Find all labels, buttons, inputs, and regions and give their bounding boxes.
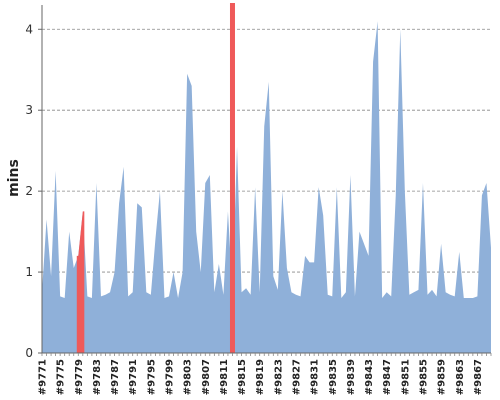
x-tick-label: #9799 — [164, 359, 175, 395]
x-tick-label: #9779 — [74, 359, 85, 395]
x-ticks: #9771 #9775 #9779 #9783 #9787 #9791 #9795 #9799… — [38, 359, 484, 395]
x-tick-label: #9775 — [56, 359, 67, 395]
x-tick-label: #9859 — [437, 359, 448, 395]
x-tick-label: #9803 — [183, 359, 194, 395]
axes — [41, 5, 492, 356]
x-tick-label: #9843 — [364, 359, 375, 395]
x-tick-label: #9835 — [328, 359, 339, 395]
x-tick-label: #9807 — [201, 359, 212, 395]
y-tick-label: 1 — [25, 265, 33, 279]
x-tick-label: #9855 — [418, 359, 429, 395]
x-tick-label: #9847 — [382, 359, 393, 395]
highlight-marker — [229, 3, 235, 353]
x-tick-label: #9823 — [273, 359, 284, 395]
x-tick-label: #9831 — [310, 359, 321, 395]
x-tick-label: #9867 — [473, 359, 484, 395]
y-tick-label: 4 — [25, 22, 33, 36]
x-tick-label: #9783 — [92, 359, 103, 395]
area-fill — [42, 21, 491, 353]
x-tick-label: #9851 — [400, 359, 411, 395]
x-tick-label: #9815 — [237, 359, 248, 395]
highlights — [76, 3, 235, 353]
x-tick-label: #9827 — [291, 359, 302, 395]
y-tick-label: 3 — [25, 103, 33, 117]
x-tick-label: #9863 — [455, 359, 466, 395]
x-tick-label: #9819 — [255, 359, 266, 395]
x-tick-label: #9791 — [128, 359, 139, 395]
x-tick-label: #9839 — [346, 359, 357, 395]
x-tick-label: #9811 — [219, 359, 230, 395]
x-tick-label: #9795 — [146, 359, 157, 395]
y-axis-label: mins — [6, 159, 22, 197]
area-series — [42, 21, 491, 353]
highlight-area — [76, 211, 85, 353]
y-tick-label: 2 — [25, 184, 33, 198]
x-tick-label: #9771 — [38, 359, 49, 395]
y-ticks: 0 1 2 3 4 — [25, 22, 42, 360]
y-tick-label: 0 — [25, 346, 33, 360]
x-tick-label: #9787 — [110, 359, 121, 395]
